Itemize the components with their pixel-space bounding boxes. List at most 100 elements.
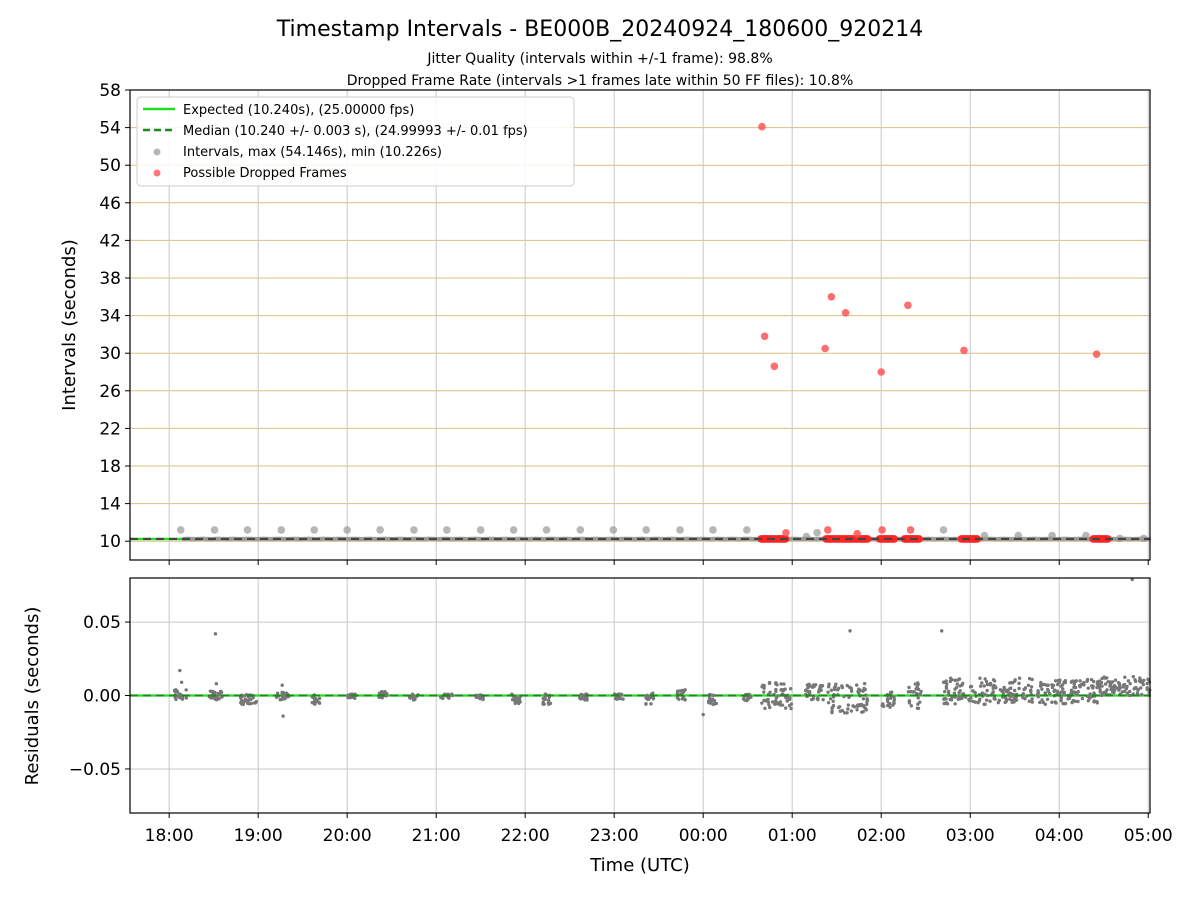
residual-point (1128, 681, 1132, 686)
legend: Expected (10.240s), (25.00000 fps) Media… (136, 96, 575, 187)
interval-point (310, 526, 319, 534)
residual-point (1053, 688, 1057, 692)
residual-point (916, 681, 920, 685)
residual-point (992, 695, 997, 700)
residual-point (1100, 693, 1104, 698)
x-tick-label: 18:00 (145, 826, 194, 846)
interval-point (410, 526, 418, 534)
residual-point (821, 697, 825, 702)
residual-point (579, 696, 584, 700)
top-y-tick-label: 38 (99, 269, 121, 289)
residual-point (907, 685, 911, 690)
residual-point (1118, 686, 1122, 690)
residual-point (826, 700, 831, 705)
residual-point (857, 691, 861, 695)
residual-point (216, 691, 221, 696)
residual-point (916, 696, 920, 700)
residual-point (1082, 680, 1086, 685)
residual-point (252, 701, 257, 705)
residual-point (767, 680, 772, 685)
legend-box (136, 96, 575, 187)
interval-point (609, 526, 618, 534)
residual-point (178, 695, 182, 700)
residual-point (1100, 676, 1104, 681)
residual-point (980, 691, 985, 695)
residual-point (855, 708, 859, 712)
residual-point (380, 690, 385, 694)
residual-point (541, 702, 545, 706)
residual-point (1040, 687, 1044, 691)
residual-point (1047, 691, 1052, 696)
residual-point (978, 684, 983, 688)
residual-point (1029, 685, 1034, 689)
residual-point (184, 696, 189, 700)
interval-point (542, 526, 551, 534)
residual-point (1103, 682, 1108, 686)
dropped-frame-point (760, 332, 769, 341)
residual-point (789, 706, 793, 711)
residual-point (348, 696, 352, 700)
residual-point (1132, 687, 1136, 691)
residual-point (862, 681, 867, 686)
residual-point (846, 703, 851, 707)
residual-point (1022, 687, 1026, 692)
residual-point (1057, 691, 1061, 695)
residual-point (916, 702, 920, 706)
residual-point (1072, 682, 1076, 687)
top-y-tick-label: 10 (99, 532, 121, 552)
residual-point (775, 702, 779, 706)
interval-point (709, 526, 717, 534)
top-y-tick-label: 46 (99, 194, 121, 214)
residual-point (1138, 679, 1142, 684)
residual-point (774, 689, 778, 694)
residual-point (864, 708, 869, 712)
x-tick-label: 00:00 (679, 826, 728, 846)
top-y-tick-label: 34 (99, 307, 121, 327)
residual-point (583, 696, 588, 701)
residual-point (709, 698, 713, 702)
residual-point (1130, 577, 1134, 582)
residual-point (888, 705, 892, 709)
residual-point (828, 697, 833, 701)
top-y-axis-label: Intervals (seconds) (59, 239, 80, 411)
residual-point (857, 687, 861, 691)
residual-point (765, 698, 769, 702)
residual-point (214, 697, 219, 702)
dropped-frame-point (890, 535, 899, 543)
residual-point (1125, 691, 1130, 695)
residual-point (215, 694, 219, 698)
interval-point (277, 526, 286, 534)
residual-point (891, 703, 895, 707)
residual-point (1133, 679, 1138, 684)
residual-point (816, 697, 820, 702)
residual-point (280, 683, 284, 687)
residual-point (948, 676, 953, 680)
residual-point (918, 692, 922, 697)
residual-point (1043, 691, 1048, 695)
residual-point (1146, 677, 1150, 682)
top-axes-frame (129, 89, 1151, 561)
bottom-y-tick-label: 0.00 (83, 687, 121, 707)
residual-point (830, 705, 835, 709)
residual-point (579, 692, 584, 697)
residual-point (817, 687, 821, 692)
residual-point (860, 710, 864, 714)
residual-point (283, 696, 287, 701)
residual-point (313, 696, 318, 701)
residual-point (675, 689, 680, 694)
residual-point (983, 692, 987, 696)
residual-point (885, 699, 890, 703)
residual-point (249, 701, 254, 706)
residual-point (1023, 697, 1027, 701)
residual-point (977, 699, 982, 703)
interval-point (1139, 534, 1148, 543)
top-y-tick-label: 58 (99, 81, 121, 101)
residual-point (1008, 686, 1012, 691)
residual-point (1111, 685, 1116, 690)
residual-point (982, 684, 986, 688)
residual-point (615, 697, 619, 701)
residual-point (826, 690, 830, 694)
residual-point (830, 709, 834, 713)
x-tick-label: 20:00 (323, 826, 372, 846)
residual-point (408, 696, 412, 700)
